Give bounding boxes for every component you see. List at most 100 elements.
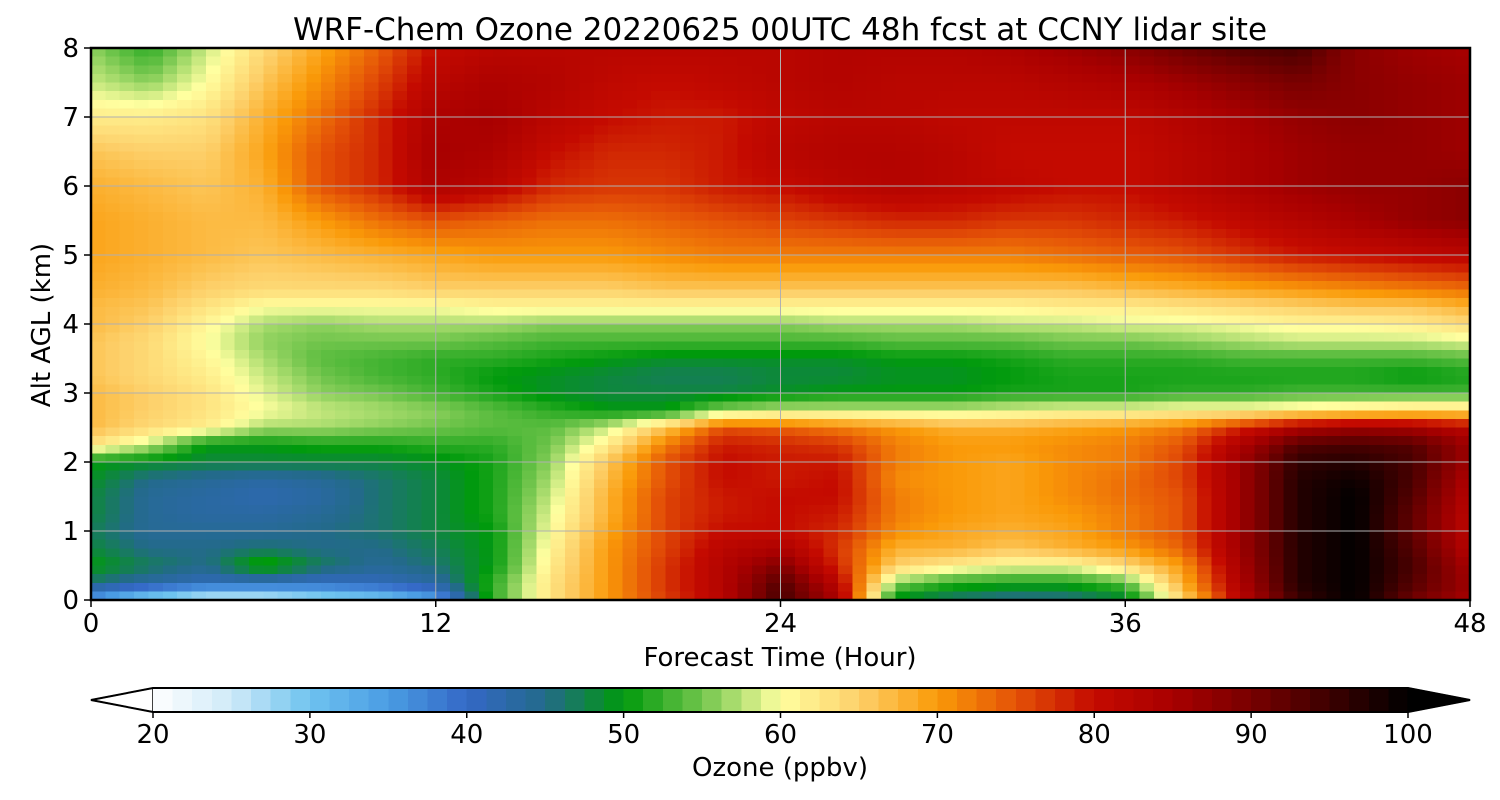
heatmap-cell: [263, 479, 279, 489]
heatmap-cell: [1326, 151, 1342, 161]
heatmap-cell: [579, 341, 595, 351]
heatmap-cell: [694, 462, 710, 472]
heatmap-cell: [1426, 99, 1442, 110]
heatmap-cell: [909, 168, 925, 179]
heatmap-cell: [837, 444, 854, 455]
heatmap-cell: [320, 298, 336, 308]
heatmap-cell: [909, 56, 925, 66]
heatmap-cell: [421, 73, 437, 84]
heatmap-cell: [1297, 289, 1313, 299]
heatmap-cell: [407, 393, 423, 403]
heatmap-cell: [995, 73, 1012, 84]
heatmap-cell: [363, 280, 379, 291]
heatmap-cell: [1153, 272, 1170, 282]
heatmap-cell: [938, 367, 954, 377]
heatmap-cell: [349, 220, 365, 230]
heatmap-cell: [464, 393, 480, 403]
heatmap-cell: [608, 82, 624, 92]
heatmap-cell: [191, 401, 207, 411]
heatmap-cell: [119, 125, 135, 135]
heatmap-cell: [249, 263, 265, 273]
heatmap-cell: [1268, 289, 1284, 299]
heatmap-cell: [909, 134, 925, 144]
heatmap-cell: [162, 401, 178, 411]
heatmap-cell: [565, 134, 581, 144]
heatmap-cell: [536, 280, 552, 291]
heatmap-cell: [723, 349, 739, 360]
heatmap-cell: [306, 48, 322, 58]
heatmap-cell: [363, 56, 379, 66]
heatmap-cell: [852, 479, 868, 489]
heatmap-cell: [1168, 280, 1184, 291]
heatmap-cell: [1168, 358, 1184, 368]
heatmap-cell: [723, 56, 739, 66]
heatmap-cell: [1225, 186, 1241, 196]
heatmap-cell: [565, 203, 581, 213]
heatmap-cell: [751, 99, 767, 110]
heatmap-cell: [708, 108, 724, 118]
heatmap-cell: [1125, 117, 1141, 127]
heatmap-cell: [1297, 117, 1313, 127]
heatmap-cell: [593, 289, 609, 299]
heatmap-cell: [91, 289, 107, 299]
heatmap-cell: [148, 151, 164, 161]
heatmap-cell: [1340, 358, 1356, 368]
heatmap-cell: [1383, 229, 1399, 239]
heatmap-cell: [493, 272, 509, 282]
heatmap-cell: [909, 384, 925, 394]
heatmap-cell: [967, 487, 983, 498]
heatmap-cell: [464, 194, 480, 204]
heatmap-cell: [378, 444, 394, 455]
heatmap-cell: [1024, 427, 1040, 437]
heatmap-cell: [105, 125, 121, 135]
heatmap-cell: [177, 48, 193, 58]
heatmap-cell: [837, 211, 854, 222]
heatmap-cell: [952, 298, 968, 308]
heatmap-cell: [1268, 315, 1284, 325]
heatmap-cell: [1268, 125, 1284, 135]
heatmap-cell: [579, 65, 595, 75]
heatmap-cell: [1153, 82, 1170, 92]
heatmap-cell: [306, 453, 322, 463]
heatmap-cell: [91, 237, 107, 248]
heatmap-cell: [134, 324, 150, 334]
heatmap-cell: [852, 48, 868, 58]
heatmap-cell: [1024, 349, 1040, 360]
heatmap-cell: [967, 298, 983, 308]
heatmap-cell: [593, 367, 609, 377]
heatmap-cell: [679, 349, 696, 360]
heatmap-cell: [737, 91, 753, 101]
heatmap-cell: [1326, 246, 1342, 256]
heatmap-cell: [780, 436, 796, 446]
heatmap-cell: [320, 151, 336, 161]
heatmap-cell: [392, 384, 408, 394]
heatmap-cell: [349, 65, 365, 75]
heatmap-cell: [320, 73, 336, 84]
heatmap-cell: [407, 358, 423, 368]
heatmap-cell: [895, 436, 911, 446]
heatmap-cell: [450, 142, 466, 153]
heatmap-cell: [134, 177, 150, 187]
heatmap-cell: [1067, 56, 1083, 66]
heatmap-cell: [320, 168, 336, 179]
heatmap-cell: [191, 73, 207, 84]
heatmap-cell: [895, 393, 911, 403]
heatmap-cell: [694, 375, 710, 386]
heatmap-cell: [105, 177, 121, 187]
heatmap-cell: [407, 125, 423, 135]
heatmap-cell: [1268, 263, 1284, 273]
heatmap-cell: [1412, 194, 1428, 204]
heatmap-cell: [837, 315, 854, 325]
heatmap-cell: [1254, 151, 1270, 161]
heatmap-cell: [967, 332, 983, 342]
heatmap-cell: [1240, 418, 1256, 429]
heatmap-cell: [1096, 306, 1112, 317]
heatmap-cell: [881, 220, 897, 230]
heatmap-cell: [450, 324, 466, 334]
heatmap-cell: [1010, 272, 1026, 282]
heatmap-cell: [1153, 117, 1170, 127]
heatmap-cell: [924, 237, 940, 248]
heatmap-cell: [881, 462, 897, 472]
heatmap-cell: [220, 375, 236, 386]
heatmap-cell: [1369, 401, 1385, 411]
